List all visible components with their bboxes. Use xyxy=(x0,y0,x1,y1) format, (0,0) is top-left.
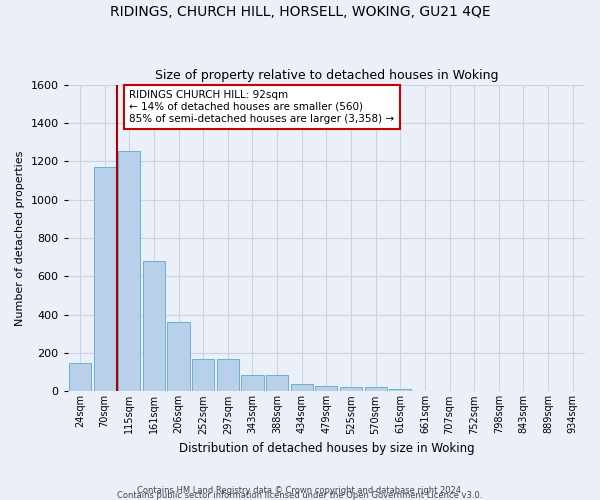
Bar xyxy=(167,322,190,392)
Bar xyxy=(241,376,263,392)
Bar xyxy=(118,150,140,392)
Bar xyxy=(94,167,116,392)
Text: RIDINGS CHURCH HILL: 92sqm
← 14% of detached houses are smaller (560)
85% of sem: RIDINGS CHURCH HILL: 92sqm ← 14% of deta… xyxy=(129,90,394,124)
Text: RIDINGS, CHURCH HILL, HORSELL, WOKING, GU21 4QE: RIDINGS, CHURCH HILL, HORSELL, WOKING, G… xyxy=(110,5,490,19)
Bar xyxy=(290,384,313,392)
Bar xyxy=(143,261,165,392)
Bar xyxy=(389,388,412,392)
Text: Contains public sector information licensed under the Open Government Licence v3: Contains public sector information licen… xyxy=(118,490,482,500)
Bar xyxy=(340,387,362,392)
Bar xyxy=(266,376,288,392)
Bar xyxy=(365,387,387,392)
Text: Contains HM Land Registry data © Crown copyright and database right 2024.: Contains HM Land Registry data © Crown c… xyxy=(137,486,463,495)
Title: Size of property relative to detached houses in Woking: Size of property relative to detached ho… xyxy=(155,69,498,82)
Bar xyxy=(217,359,239,392)
Bar xyxy=(69,363,91,392)
Y-axis label: Number of detached properties: Number of detached properties xyxy=(15,150,25,326)
Bar xyxy=(315,386,337,392)
Bar xyxy=(192,359,214,392)
X-axis label: Distribution of detached houses by size in Woking: Distribution of detached houses by size … xyxy=(179,442,474,455)
